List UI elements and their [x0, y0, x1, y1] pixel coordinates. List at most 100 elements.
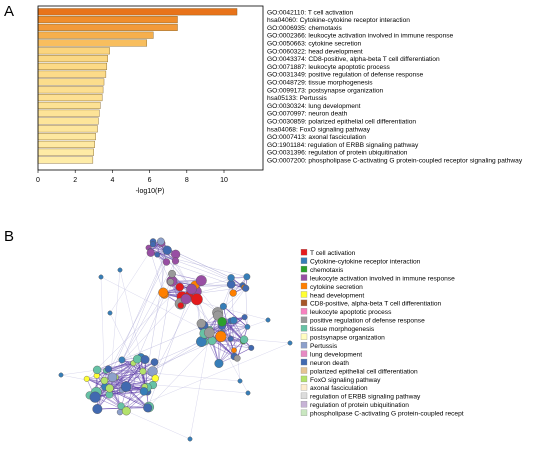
network-node [133, 354, 142, 364]
network-node [120, 381, 132, 392]
network-node [140, 355, 150, 364]
network-edge [220, 319, 269, 337]
network-node [107, 372, 118, 383]
legend-swatch [300, 350, 308, 357]
network-edge [121, 260, 176, 361]
network-node [58, 372, 64, 378]
bar [37, 133, 96, 141]
network-nodes [58, 237, 293, 442]
network-node [241, 314, 248, 321]
network-node [146, 248, 155, 257]
network-node [229, 316, 238, 325]
network-node [158, 287, 169, 298]
network-node [154, 251, 161, 258]
network-node [203, 327, 215, 339]
network-node [195, 275, 207, 287]
legend-swatch [300, 308, 308, 315]
network-edge [150, 250, 164, 293]
bars-group [37, 8, 238, 164]
legend-label: T cell activation [310, 250, 356, 257]
category-label: GO:0043374: CD8-positive, alpha-beta T c… [267, 56, 440, 63]
legend-label: Cytokine-cytokine receptor interaction [310, 258, 421, 265]
network-node [98, 274, 104, 280]
network-edge [147, 294, 191, 408]
bar-chart-panel: A GO:0042110: T cell activationhsa04060:… [4, 3, 523, 195]
bar [37, 78, 105, 86]
bar [37, 109, 100, 117]
bar [37, 86, 104, 94]
legend-swatch [300, 367, 308, 374]
legend-swatch [300, 384, 308, 391]
legend-swatch [300, 375, 308, 383]
network-edge [204, 333, 220, 364]
network-node [217, 317, 227, 327]
network-edge [100, 276, 210, 333]
network-node [171, 257, 180, 265]
network-node [92, 404, 103, 414]
network-node [89, 391, 101, 403]
network-node [118, 356, 126, 364]
network-node [215, 330, 227, 343]
network-node [143, 403, 153, 413]
network-edge [152, 244, 197, 292]
network-edge [209, 288, 246, 337]
network-edge [189, 329, 211, 440]
legend-label: Pertussis [310, 343, 338, 350]
network-edge [245, 288, 248, 327]
category-label: GO:0099173: postsynapse organization [267, 87, 384, 94]
network-node [121, 406, 131, 416]
network-node [149, 241, 156, 248]
legend-swatch [300, 342, 308, 349]
bar [37, 39, 148, 47]
legend-label: tissue morphogenesis [310, 326, 375, 333]
network-node [117, 267, 123, 273]
network-node [177, 302, 184, 309]
network-edge [152, 241, 192, 290]
network-node [83, 375, 90, 382]
legend-swatch [300, 316, 308, 323]
network-node [243, 273, 251, 281]
legend-swatch [300, 333, 308, 340]
network-node [214, 358, 224, 368]
legend-label: head development [310, 292, 364, 299]
network-node [157, 237, 165, 246]
legend-label: CD8-positive, alpha-beta T cell differen… [310, 301, 442, 308]
legend-label: phospholipase C-activating G protein-cou… [310, 411, 464, 418]
network-node [105, 384, 114, 393]
bar [37, 62, 108, 70]
network-node [237, 378, 243, 384]
network-edge [109, 391, 145, 395]
category-label: hsa04060: Cytokine-cytokine receptor int… [267, 17, 410, 24]
legend-label: regulation of ERBB signaling pathway [310, 394, 421, 401]
legend-label: FoxO signaling pathway [310, 377, 381, 384]
category-label: GO:0007413: axonal fasciculation [267, 134, 366, 141]
legend-swatch [300, 299, 308, 307]
network-node [226, 280, 236, 289]
legend-label: leukocyte apoptotic process [310, 309, 392, 316]
x-axis-label: -log10(P) [136, 188, 165, 195]
network-edge [126, 357, 142, 412]
category-label: GO:0031349: positive regulation of defen… [267, 72, 423, 79]
network-edge [95, 391, 148, 398]
bar [37, 70, 107, 78]
network-edge [109, 312, 148, 392]
legend-label: regulation of protein ubiquitination [310, 402, 409, 409]
bar [37, 117, 99, 125]
network-edge [119, 269, 142, 358]
network-edge [223, 306, 248, 328]
network-node [265, 317, 271, 323]
network-node [227, 335, 234, 342]
bar [37, 16, 178, 24]
plot-frame [37, 5, 264, 171]
bar [37, 156, 94, 164]
legend-swatch [300, 265, 308, 273]
network-node [139, 367, 147, 375]
x-tick-label: 6 [148, 177, 152, 184]
x-tick-label: 4 [110, 177, 114, 184]
legend-label: postsynapse organization [310, 335, 385, 342]
category-label: GO:0042110: T cell activation [267, 9, 353, 16]
category-label: GO:0007200: phospholipase C-activating G… [267, 158, 523, 165]
legend-label: positive regulation of defense response [310, 318, 425, 325]
network-edge [221, 284, 232, 322]
legend-swatch [300, 291, 308, 298]
